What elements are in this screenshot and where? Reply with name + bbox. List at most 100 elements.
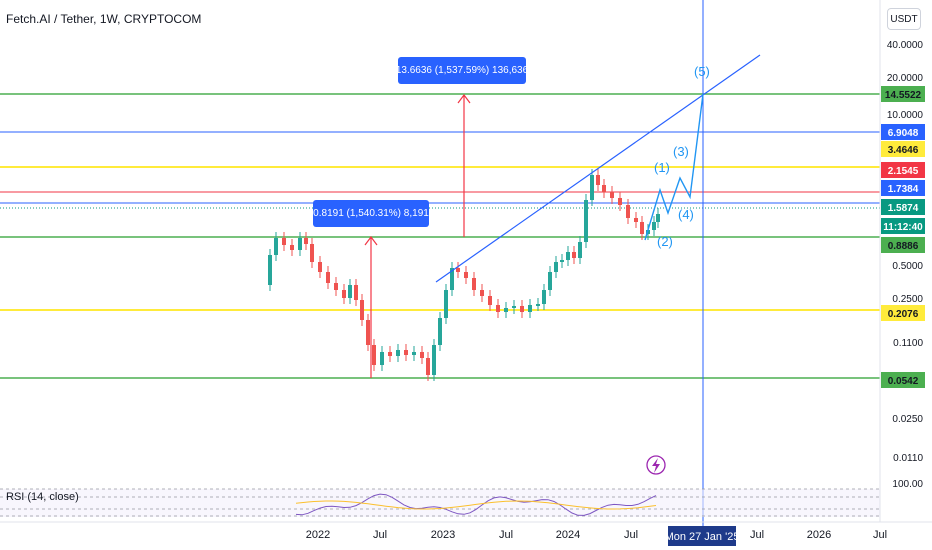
candle-body [354, 285, 358, 300]
candle-body [304, 238, 308, 244]
candle-body [342, 290, 346, 298]
candle-body [626, 205, 630, 218]
candle-body [404, 350, 408, 355]
trend-line[interactable] [435, 54, 761, 283]
measure-label-mid[interactable]: 0.8191 (1,540.31%) 8,191 [313, 200, 429, 227]
candle-body [554, 262, 558, 272]
time-label-2024: 2024 [556, 529, 580, 541]
candle-body [496, 305, 500, 312]
time-label-2026: 2026 [807, 529, 831, 541]
candle-body [640, 222, 644, 234]
candle-body [432, 345, 436, 375]
price-tick: 0.1100 [893, 338, 923, 349]
level-badge-label: 1.5874 [888, 203, 919, 214]
level-badge [881, 372, 925, 388]
candle-body [536, 304, 540, 306]
rsi-line [295, 493, 657, 516]
lightning-icon[interactable] [646, 455, 666, 475]
level-badge-label: 2.1545 [888, 166, 919, 177]
wave-label-2: (2) [657, 234, 673, 249]
time-label-jul-2025: Jul [750, 529, 764, 541]
candle-body [602, 185, 606, 192]
level-badge [881, 124, 925, 140]
wave-label-5: (5) [694, 64, 710, 79]
candle-body [444, 290, 448, 318]
level-badge-label: 11:12:40 [883, 222, 923, 233]
candle-body [388, 352, 392, 356]
candle-body [274, 238, 278, 255]
price-tick: 0.5000 [892, 261, 923, 272]
measure-arrow-mid[interactable] [364, 236, 378, 378]
candle-body [472, 278, 476, 290]
candle-body [372, 345, 376, 365]
price-tick: 0.0110 [893, 453, 923, 464]
candle-body [566, 252, 570, 260]
candle-body [596, 175, 600, 185]
symbol-title[interactable]: Fetch.AI / Tether, 1W, CRYPTOCOM [6, 12, 202, 26]
candle-body [578, 242, 582, 258]
candle-body [426, 358, 430, 375]
candle-body [480, 290, 484, 296]
candle-body [528, 305, 532, 312]
candle-body [512, 306, 516, 308]
candle-body [652, 222, 656, 230]
rsi-tick: 100.00 [892, 479, 923, 490]
candle-body [548, 272, 552, 290]
time-axis[interactable]: 2022 Jul 2023 Jul 2024 Jul Jul 2026 Jul [306, 529, 887, 541]
level-badge-label: 0.2076 [888, 309, 919, 320]
currency-button[interactable]: USDT [887, 8, 921, 30]
candlestick-series [268, 169, 660, 381]
candle-body [464, 272, 468, 278]
wave-label-3: (3) [673, 144, 689, 159]
time-label-jul-2023: Jul [499, 529, 513, 541]
candle-body [590, 175, 594, 200]
price-tick: 0.0250 [892, 414, 923, 425]
price-tick: 20.0000 [887, 73, 924, 84]
time-cursor-label: Mon 27 Jan '25 [665, 531, 740, 543]
wave-label-1: (1) [654, 160, 670, 175]
candle-body [412, 352, 416, 355]
candle-body [268, 255, 272, 285]
candle-body [334, 283, 338, 290]
candle-body [560, 260, 564, 262]
level-badge [881, 199, 925, 215]
candle-body [656, 214, 660, 222]
candle-body [310, 244, 314, 262]
level-badge [881, 180, 925, 196]
candle-body [542, 290, 546, 304]
time-label-jul-2026: Jul [873, 529, 887, 541]
candle-body [504, 308, 508, 312]
time-label-2022: 2022 [306, 529, 330, 541]
candle-body [634, 218, 638, 222]
candle-body [450, 268, 454, 290]
level-badge [881, 237, 925, 253]
time-label-2023: 2023 [431, 529, 455, 541]
level-badge-label: 1.7384 [888, 184, 919, 195]
level-badge [881, 141, 925, 157]
time-label-jul-2022: Jul [373, 529, 387, 541]
price-tick: 0.2500 [892, 294, 923, 305]
candle-body [380, 352, 384, 365]
level-badge-label: 0.0542 [888, 376, 919, 387]
level-badge-label: 14.5522 [885, 90, 922, 101]
candle-body [318, 262, 322, 272]
price-tick: 40.0000 [887, 40, 924, 51]
candle-body [610, 192, 614, 198]
price-level-badges: 14.5522 6.9048 3.4646 2.1545 1.7384 1.5874 11:… [881, 86, 925, 388]
level-badge [881, 305, 925, 321]
rsi-legend-label[interactable]: RSI (14, close) [6, 491, 79, 503]
level-badge [881, 162, 925, 178]
candle-body [396, 350, 400, 356]
level-badge [881, 86, 925, 102]
rsi-pane[interactable] [0, 488, 880, 517]
wave-label-4: (4) [678, 207, 694, 222]
elliott-wave-projection[interactable] [644, 93, 704, 241]
measure-arrow-top[interactable] [457, 94, 471, 237]
measure-label-top[interactable]: 13.6636 (1,537.59%) 136,636 [396, 57, 528, 84]
level-badge-label: 3.4646 [888, 145, 919, 156]
candle-body [366, 320, 370, 345]
candle-body [438, 318, 442, 345]
candle-body [348, 285, 352, 298]
price-scale[interactable]: 40.0000 20.0000 10.0000 0.5000 0.2500 0.… [887, 40, 924, 490]
candle-body [290, 245, 294, 250]
